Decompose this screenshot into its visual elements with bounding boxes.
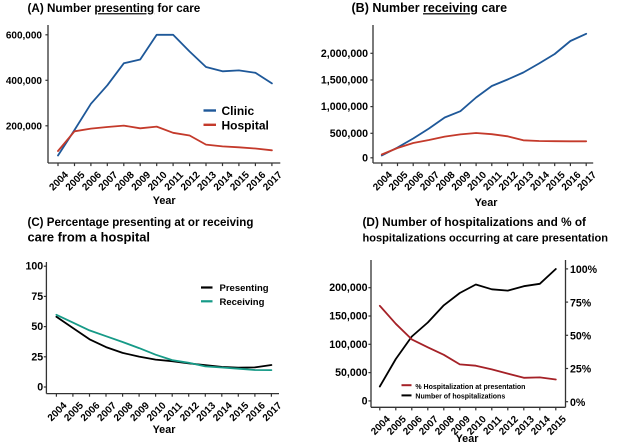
svg-text:50%: 50% — [570, 331, 592, 343]
svg-text:2,000,000: 2,000,000 — [321, 48, 368, 60]
svg-text:0: 0 — [362, 395, 368, 407]
svg-text:100,000: 100,000 — [329, 339, 367, 351]
svg-text:Year: Year — [456, 433, 480, 445]
svg-text:Year: Year — [153, 195, 177, 207]
svg-text:100%: 100% — [570, 264, 598, 276]
svg-text:150,000: 150,000 — [329, 311, 367, 323]
svg-text:50,000: 50,000 — [335, 367, 368, 379]
svg-text:200,000: 200,000 — [329, 282, 367, 294]
svg-text:100: 100 — [26, 261, 44, 273]
svg-text:25%: 25% — [570, 364, 592, 376]
svg-text:1,000,000: 1,000,000 — [321, 101, 368, 113]
svg-text:Year: Year — [475, 197, 499, 209]
svg-text:Presenting: Presenting — [220, 283, 269, 294]
svg-text:50: 50 — [31, 321, 43, 333]
svg-text:Receiving: Receiving — [220, 297, 265, 308]
svg-text:Clinic: Clinic — [222, 104, 255, 118]
svg-text:1,500,000: 1,500,000 — [321, 75, 368, 87]
svg-text:0: 0 — [362, 152, 368, 164]
svg-text:600,000: 600,000 — [6, 30, 43, 41]
svg-text:% Hospitalization at presentat: % Hospitalization at presentation — [415, 384, 525, 391]
svg-text:0: 0 — [37, 382, 43, 394]
svg-text:(A) Number presenting for care: (A) Number presenting for care — [28, 2, 201, 15]
svg-text:(B) Number receiving care: (B) Number receiving care — [352, 1, 508, 15]
svg-text:Year: Year — [153, 424, 177, 436]
svg-text:25: 25 — [31, 351, 43, 363]
svg-text:hospitalizations occurring at: hospitalizations occurring at care prese… — [363, 233, 609, 245]
svg-text:(D) Number of hospitalizations: (D) Number of hospitalizations and % of — [363, 215, 587, 229]
svg-text:200,000: 200,000 — [6, 121, 43, 132]
svg-text:500,000: 500,000 — [330, 128, 368, 140]
svg-text:Hospital: Hospital — [222, 119, 269, 133]
svg-text:(C) Percentage presenting at o: (C) Percentage presenting at or receivin… — [28, 217, 254, 229]
svg-text:75%: 75% — [570, 297, 592, 309]
svg-text:care from a hospital: care from a hospital — [28, 230, 151, 245]
svg-text:75: 75 — [31, 291, 43, 303]
svg-text:0%: 0% — [570, 397, 586, 409]
svg-text:Number of hospitalizations: Number of hospitalizations — [415, 393, 505, 400]
svg-text:400,000: 400,000 — [6, 76, 43, 87]
